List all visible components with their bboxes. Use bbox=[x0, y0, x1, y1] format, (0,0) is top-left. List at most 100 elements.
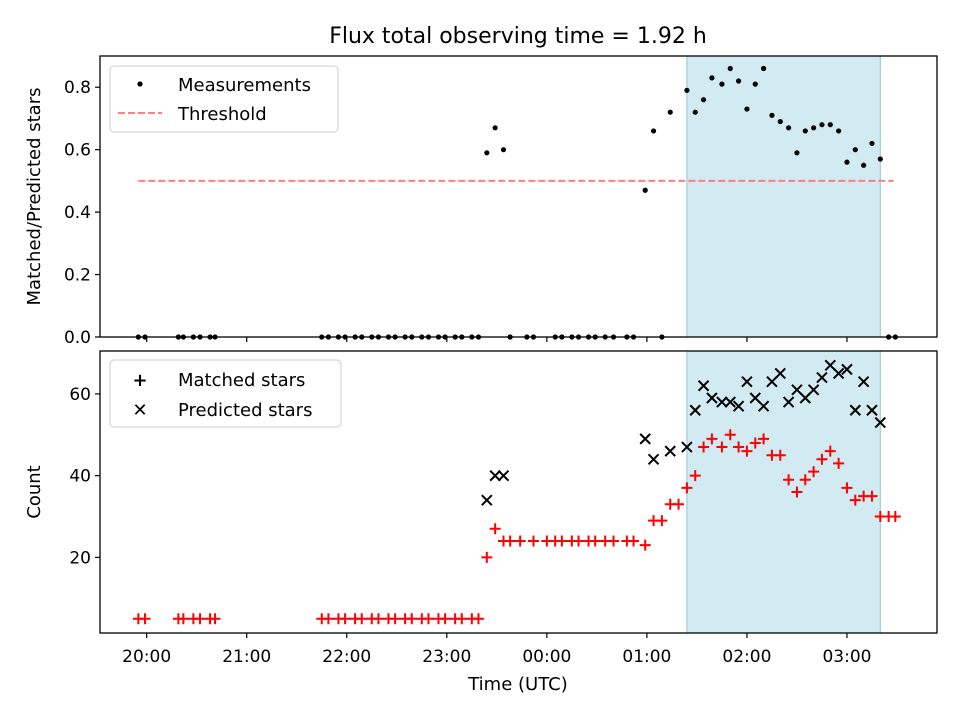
measurement-point bbox=[869, 140, 875, 147]
predicted-star-point bbox=[782, 396, 795, 408]
predicted-star-point bbox=[774, 367, 786, 380]
top-plot-frame bbox=[99, 55, 938, 338]
matched-star-point bbox=[556, 535, 568, 547]
x-axis-ticks: 20:00 21:00 22:00 23:00 00:00 01:00 02:00 03:00 bbox=[122, 337, 871, 667]
predicted-star-point bbox=[724, 396, 736, 408]
measurement-point bbox=[827, 122, 833, 128]
measurement-point bbox=[877, 156, 883, 162]
y-tick-label: 60 bbox=[69, 385, 91, 405]
x-tick-label: 02:00 bbox=[722, 647, 771, 667]
matched-star-point bbox=[573, 535, 585, 547]
x-tick-label: 00:00 bbox=[522, 647, 571, 667]
x-tick-label: 21:00 bbox=[222, 647, 271, 667]
matched-star-point bbox=[681, 482, 693, 494]
bottom-legend: + Matched stars ✕ Predicted stars bbox=[109, 359, 342, 428]
matched-star-point bbox=[514, 535, 526, 547]
measurement-point bbox=[500, 147, 507, 153]
bottom-y-axis-label: Count bbox=[24, 465, 45, 518]
measurement-point bbox=[819, 122, 825, 128]
matched-star-point bbox=[389, 613, 401, 625]
matched-star-point bbox=[799, 474, 811, 486]
matched-star-point bbox=[774, 449, 786, 461]
measurement-point bbox=[700, 97, 707, 103]
matched-star-point bbox=[866, 490, 878, 502]
matched-star-point bbox=[439, 613, 451, 625]
y-tick-label: 0.4 bbox=[64, 203, 91, 223]
measurement-point bbox=[642, 187, 648, 193]
matched-star-point bbox=[356, 613, 368, 625]
measurement-point bbox=[667, 109, 673, 115]
matched-star-point bbox=[673, 498, 685, 510]
y-tick-label: 20 bbox=[69, 548, 91, 568]
measurement-point bbox=[735, 78, 742, 84]
matched-star-point bbox=[656, 515, 668, 527]
measurement-point bbox=[802, 128, 808, 134]
predicted-legend-label: Predicted stars bbox=[178, 400, 312, 421]
predicted-star-point bbox=[681, 441, 693, 453]
matched-star-point bbox=[808, 466, 820, 478]
predicted-star-point bbox=[849, 404, 862, 416]
predicted-legend-marker: ✕ bbox=[132, 400, 147, 421]
matched-star-point bbox=[706, 433, 718, 445]
matched-star-point bbox=[139, 613, 151, 625]
matched-star-point bbox=[339, 613, 351, 625]
matched-star-point bbox=[489, 523, 501, 535]
measurement-point bbox=[692, 109, 698, 115]
matched-star-point bbox=[322, 613, 334, 625]
predicted-star-point bbox=[639, 433, 651, 445]
matched-star-point bbox=[481, 551, 493, 563]
bottom-panel: 20 40 60 Count 20:00 21:00 22:00 23:00 00:00 01… bbox=[24, 337, 938, 695]
chart-title: Flux total observing time = 1.92 h bbox=[329, 24, 707, 49]
measurement-point bbox=[727, 65, 733, 72]
matched-star-point bbox=[791, 486, 803, 498]
predicted-star-point bbox=[732, 400, 745, 412]
matched-star-point bbox=[372, 613, 384, 625]
matched-star-point bbox=[194, 613, 206, 625]
matched-star-point bbox=[833, 457, 845, 469]
measurement-point bbox=[752, 81, 758, 87]
predicted-star-point bbox=[741, 375, 753, 388]
y-tick-label: 0.0 bbox=[64, 328, 91, 348]
matched-star-point bbox=[528, 535, 540, 547]
measurement-point bbox=[852, 147, 858, 153]
matched-star-point bbox=[472, 613, 484, 625]
matched-star-point bbox=[639, 539, 651, 551]
matched-legend-label: Matched stars bbox=[178, 370, 305, 391]
measurement-point bbox=[844, 159, 850, 165]
x-tick-label: 23:00 bbox=[422, 647, 471, 667]
measurement-point bbox=[786, 125, 792, 131]
measurement-point bbox=[836, 128, 842, 134]
matched-star-point bbox=[741, 445, 753, 457]
matched-star-point bbox=[733, 441, 745, 453]
matched-star-point bbox=[689, 470, 701, 482]
matched-star-point bbox=[504, 535, 516, 547]
matched-star-point bbox=[698, 441, 710, 453]
matched-star-point bbox=[724, 429, 736, 441]
predicted-star-point bbox=[757, 400, 770, 412]
top-y-axis-label: Matched/Predicted stars bbox=[24, 88, 45, 306]
predicted-star-point bbox=[866, 404, 878, 416]
matched-star-point bbox=[849, 494, 861, 506]
predicted-star-point bbox=[874, 416, 887, 429]
measurement-point bbox=[861, 162, 867, 168]
threshold-legend-label: Threshold bbox=[177, 104, 267, 125]
predicted-star-point bbox=[689, 404, 701, 416]
matched-star-point bbox=[758, 433, 770, 445]
matched-star-point bbox=[783, 474, 795, 486]
top-panel: 0.00.20.40.60.8 Matched/Predicted stars … bbox=[24, 55, 938, 348]
measurement-point bbox=[719, 81, 725, 87]
matched-star-point bbox=[406, 613, 418, 625]
measurement-point bbox=[650, 128, 657, 134]
matched-star-point bbox=[749, 437, 761, 449]
predicted-star-point bbox=[857, 375, 870, 388]
x-axis-label: Time (UTC) bbox=[467, 674, 568, 695]
x-tick-label: 01:00 bbox=[622, 647, 671, 667]
measurement-legend-marker bbox=[137, 81, 143, 87]
predicted-star-point bbox=[481, 494, 493, 506]
x-tick-label: 22:00 bbox=[322, 647, 371, 667]
measurement-legend-label: Measurements bbox=[178, 75, 311, 96]
matched-star-point bbox=[628, 535, 640, 547]
matched-star-point bbox=[589, 535, 601, 547]
predicted-star-point bbox=[697, 380, 710, 392]
